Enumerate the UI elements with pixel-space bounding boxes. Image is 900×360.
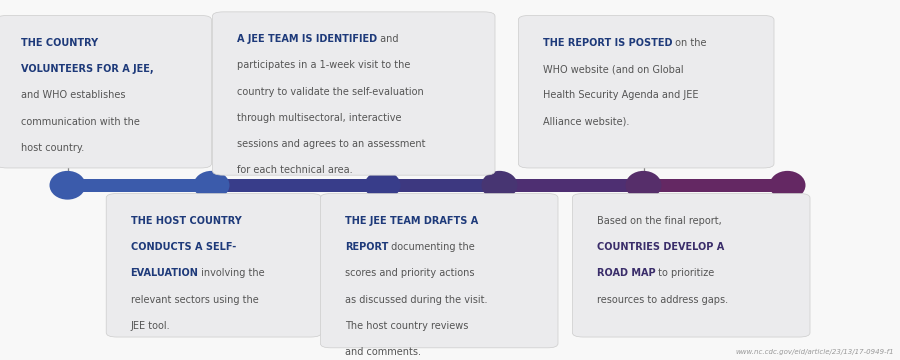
Text: WHO website (and on Global: WHO website (and on Global xyxy=(543,64,683,74)
Text: resources to address gaps.: resources to address gaps. xyxy=(597,294,728,305)
Text: and: and xyxy=(377,34,399,44)
FancyBboxPatch shape xyxy=(106,194,321,337)
Text: for each technical area.: for each technical area. xyxy=(237,166,352,175)
Text: THE REPORT IS POSTED: THE REPORT IS POSTED xyxy=(543,38,672,48)
Text: The host country reviews: The host country reviews xyxy=(345,321,468,331)
Text: documenting the: documenting the xyxy=(388,242,475,252)
Ellipse shape xyxy=(482,171,517,200)
Ellipse shape xyxy=(50,171,86,200)
FancyBboxPatch shape xyxy=(518,15,774,168)
FancyBboxPatch shape xyxy=(572,194,810,337)
Text: THE COUNTRY: THE COUNTRY xyxy=(21,38,98,48)
FancyBboxPatch shape xyxy=(320,194,558,348)
Text: participates in a 1-week visit to the: participates in a 1-week visit to the xyxy=(237,60,410,71)
FancyBboxPatch shape xyxy=(500,179,644,192)
FancyBboxPatch shape xyxy=(212,179,382,192)
FancyBboxPatch shape xyxy=(212,12,495,175)
Text: and WHO establishes: and WHO establishes xyxy=(21,90,125,100)
FancyBboxPatch shape xyxy=(644,179,788,192)
Text: VOLUNTEERS FOR A JEE,: VOLUNTEERS FOR A JEE, xyxy=(21,64,153,74)
FancyBboxPatch shape xyxy=(68,179,211,192)
Text: THE HOST COUNTRY: THE HOST COUNTRY xyxy=(130,216,241,226)
Text: as discussed during the visit.: as discussed during the visit. xyxy=(345,294,487,305)
Text: A JEE TEAM IS IDENTIFIED: A JEE TEAM IS IDENTIFIED xyxy=(237,34,377,44)
Ellipse shape xyxy=(626,171,662,200)
Text: on the: on the xyxy=(672,38,706,48)
Text: scores and priority actions: scores and priority actions xyxy=(345,268,474,278)
Text: CONDUCTS A SELF-: CONDUCTS A SELF- xyxy=(130,242,236,252)
Ellipse shape xyxy=(194,171,230,200)
Text: to prioritize: to prioritize xyxy=(655,268,715,278)
Text: and comments.: and comments. xyxy=(345,347,420,357)
Text: www.nc.cdc.gov/eid/article/23/13/17-0949-f1: www.nc.cdc.gov/eid/article/23/13/17-0949… xyxy=(735,349,894,355)
Text: Health Security Agenda and JEE: Health Security Agenda and JEE xyxy=(543,90,698,100)
FancyBboxPatch shape xyxy=(382,179,500,192)
Text: involving the: involving the xyxy=(198,268,265,278)
Ellipse shape xyxy=(364,171,400,200)
Text: EVALUATION: EVALUATION xyxy=(130,268,198,278)
Ellipse shape xyxy=(770,171,806,200)
Text: Alliance website).: Alliance website). xyxy=(543,117,629,127)
Text: REPORT: REPORT xyxy=(345,242,388,252)
Text: through multisectoral, interactive: through multisectoral, interactive xyxy=(237,113,401,123)
Text: THE JEE TEAM DRAFTS A: THE JEE TEAM DRAFTS A xyxy=(345,216,478,226)
Text: host country.: host country. xyxy=(21,143,84,153)
Text: country to validate the self-evaluation: country to validate the self-evaluation xyxy=(237,87,424,97)
Text: relevant sectors using the: relevant sectors using the xyxy=(130,294,258,305)
Text: communication with the: communication with the xyxy=(21,117,140,127)
Text: JEE tool.: JEE tool. xyxy=(130,321,170,331)
Text: ROAD MAP: ROAD MAP xyxy=(597,268,655,278)
Text: Based on the final report,: Based on the final report, xyxy=(597,216,722,226)
FancyBboxPatch shape xyxy=(0,15,212,168)
Text: COUNTRIES DEVELOP A: COUNTRIES DEVELOP A xyxy=(597,242,724,252)
Text: sessions and agrees to an assessment: sessions and agrees to an assessment xyxy=(237,139,425,149)
